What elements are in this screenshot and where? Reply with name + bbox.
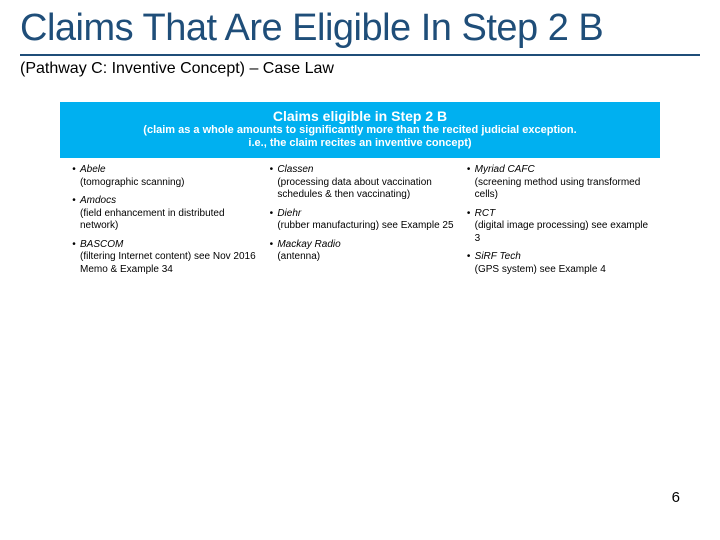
- bullet-icon: •: [463, 251, 475, 276]
- list-item: • SiRF Tech (GPS system) see Example 4: [463, 251, 652, 276]
- bullet-icon: •: [463, 208, 475, 246]
- box-header-sub-line1: (claim as a whole amounts to significant…: [70, 124, 650, 137]
- box-body: • Abele (tomographic scanning) • Amdocs …: [60, 158, 660, 292]
- title-underline: [20, 54, 700, 56]
- case-desc: (processing data about vaccination sched…: [277, 177, 454, 202]
- list-item: • Abele (tomographic scanning): [68, 164, 257, 189]
- case-name: Abele: [80, 164, 106, 175]
- list-item: • BASCOM (filtering Internet content) se…: [68, 239, 257, 277]
- case-name: Classen: [277, 164, 313, 175]
- list-item: • Diehr (rubber manufacturing) see Examp…: [265, 208, 454, 233]
- case-desc: (filtering Internet content) see Nov 201…: [80, 251, 257, 276]
- column-1: • Abele (tomographic scanning) • Amdocs …: [68, 164, 257, 282]
- case-desc: (antenna): [277, 251, 454, 264]
- case-desc: (digital image processing) see example 3: [475, 220, 652, 245]
- case-desc: (tomographic scanning): [80, 177, 257, 190]
- slide-subtitle: (Pathway C: Inventive Concept) – Case La…: [0, 60, 720, 92]
- bullet-icon: •: [68, 164, 80, 189]
- box-header-title: Claims eligible in Step 2 B: [70, 108, 650, 124]
- bullet-icon: •: [68, 239, 80, 277]
- list-item: • RCT (digital image processing) see exa…: [463, 208, 652, 246]
- slide-title: Claims That Are Eligible In Step 2 B: [0, 0, 720, 50]
- list-item: • Mackay Radio (antenna): [265, 239, 454, 264]
- bullet-icon: •: [463, 164, 475, 202]
- case-name: Myriad CAFC: [475, 164, 535, 175]
- bullet-icon: •: [68, 195, 80, 233]
- page-number: 6: [672, 489, 680, 506]
- case-desc: (GPS system) see Example 4: [475, 264, 652, 277]
- column-2: • Classen (processing data about vaccina…: [265, 164, 454, 282]
- case-name: Mackay Radio: [277, 239, 340, 250]
- list-item: • Myriad CAFC (screening method using tr…: [463, 164, 652, 202]
- bullet-icon: •: [265, 239, 277, 264]
- case-name: SiRF Tech: [475, 251, 521, 262]
- list-item: • Classen (processing data about vaccina…: [265, 164, 454, 202]
- box-header-sub-line2: i.e., the claim recites an inventive con…: [70, 137, 650, 150]
- column-3: • Myriad CAFC (screening method using tr…: [463, 164, 652, 282]
- case-name: Diehr: [277, 208, 301, 219]
- bullet-icon: •: [265, 208, 277, 233]
- case-desc: (field enhancement in distributed networ…: [80, 208, 257, 233]
- case-desc: (screening method using transformed cell…: [475, 177, 652, 202]
- case-desc: (rubber manufacturing) see Example 25: [277, 220, 454, 233]
- content-box: Claims eligible in Step 2 B (claim as a …: [60, 102, 660, 292]
- case-name: Amdocs: [80, 195, 116, 206]
- case-name: RCT: [475, 208, 496, 219]
- case-name: BASCOM: [80, 239, 123, 250]
- bullet-icon: •: [265, 164, 277, 202]
- box-header: Claims eligible in Step 2 B (claim as a …: [60, 102, 660, 158]
- list-item: • Amdocs (field enhancement in distribut…: [68, 195, 257, 233]
